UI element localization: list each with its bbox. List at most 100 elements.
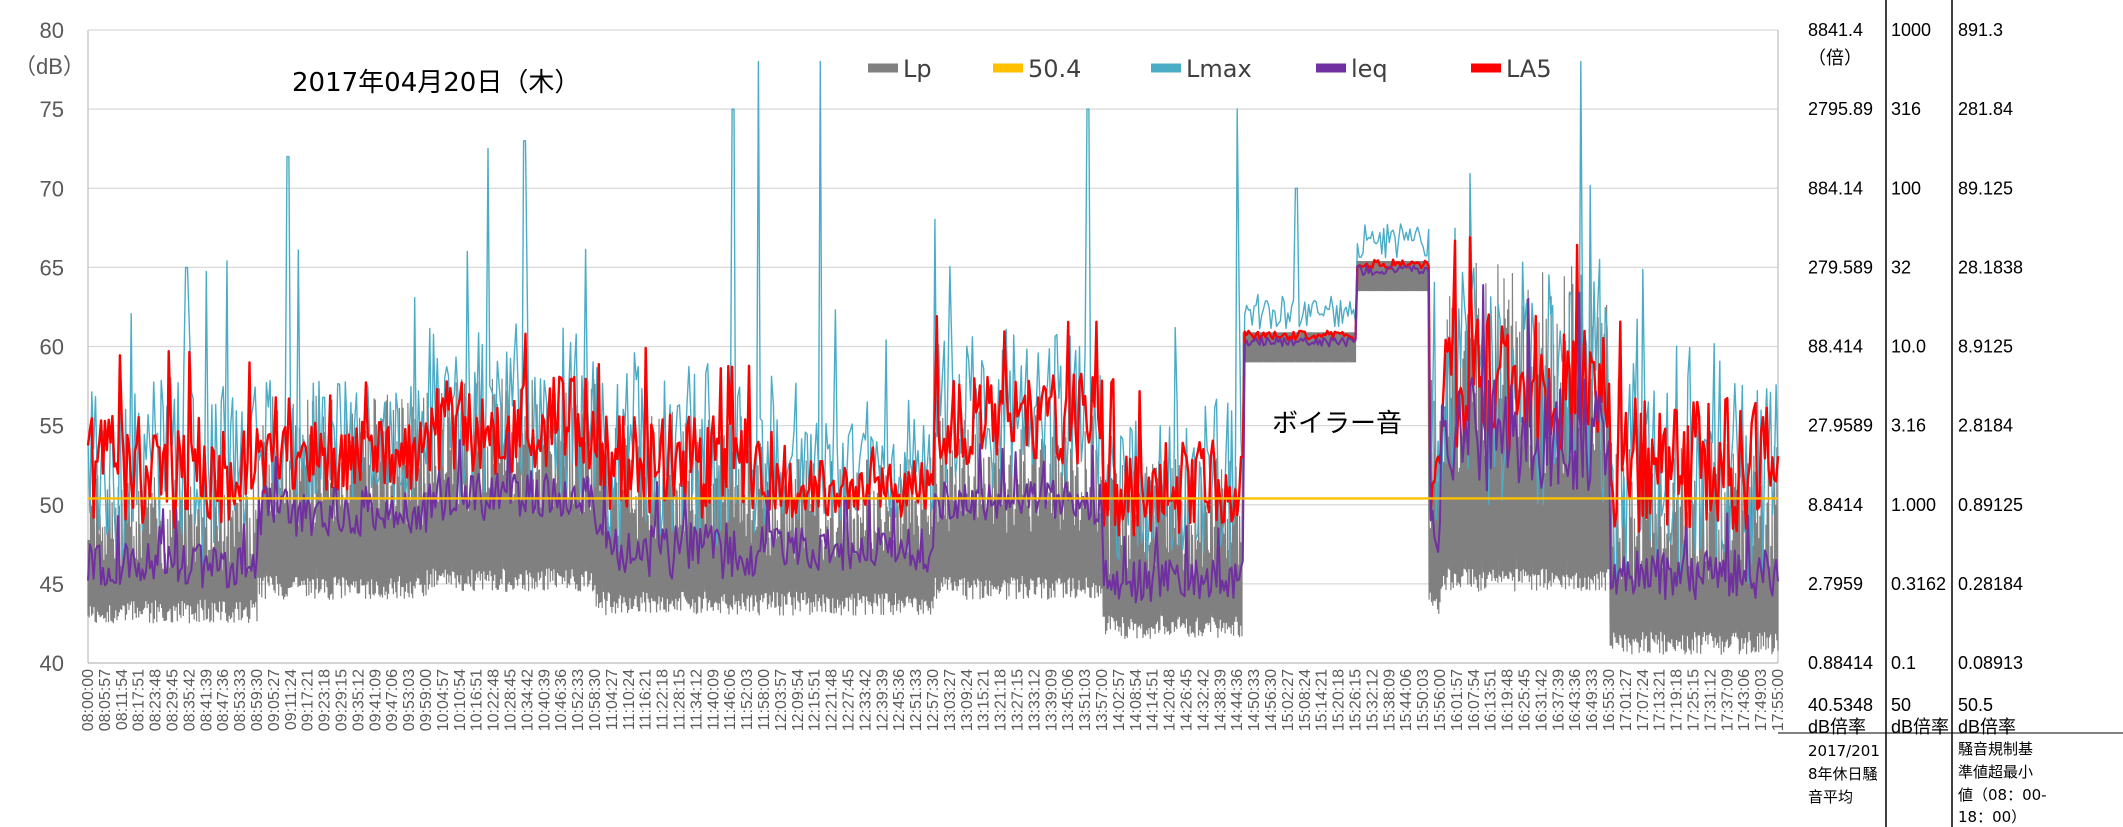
x-tick-label: 08:23:48	[148, 669, 165, 731]
x-tick-label: 16:49:33	[1584, 669, 1601, 731]
x-tick-label: 12:15:51	[807, 669, 824, 731]
x-tick-label: 15:26:15	[1348, 669, 1365, 731]
right-axis-3-label: 0.08913	[1958, 653, 2023, 673]
x-tick-label: 16:07:54	[1466, 669, 1483, 731]
x-tick-label: 14:50:33	[1246, 669, 1263, 731]
x-tick-label: 09:59:00	[418, 669, 435, 731]
x-tick-label: 10:46:36	[553, 669, 570, 731]
x-tick-label: 12:51:33	[908, 669, 925, 731]
x-tick-label: 17:19:18	[1669, 669, 1686, 731]
right-axis-1-label: 8841.4	[1808, 20, 1863, 40]
right-axis-1-footer-unit: dB倍率	[1808, 717, 1866, 737]
x-tick-label: 12:09:54	[790, 669, 807, 731]
right-axis-2-label: 0.1	[1891, 653, 1916, 673]
x-tick-label: 11:40:09	[705, 669, 722, 730]
right-axis-1-note-1: 2017/201	[1808, 742, 1880, 760]
x-tick-label: 17:55:00	[1770, 669, 1787, 731]
right-axis-1-label: 884.14	[1808, 178, 1863, 198]
legend-label-leq: leq	[1351, 55, 1388, 83]
x-tick-label: 08:11:54	[114, 669, 131, 730]
legend-label-LA5: LA5	[1506, 55, 1552, 83]
x-tick-label: 08:53:33	[232, 669, 249, 731]
right-axis-2-footer-unit: dB倍率	[1891, 717, 1949, 737]
legend-label-Lp: Lp	[903, 55, 932, 83]
series-LA5-line	[86, 236, 1780, 537]
y-tick-label: 40	[40, 651, 64, 676]
x-tick-label: 16:01:57	[1449, 669, 1466, 731]
right-axis-3-footer-value: 50.5	[1958, 695, 1993, 715]
x-tick-label: 08:47:36	[215, 669, 232, 731]
right-axis-3-label: 8.9125	[1958, 337, 2013, 357]
x-tick-label: 17:37:09	[1719, 669, 1736, 731]
x-tick-label: 13:27:15	[1010, 669, 1027, 731]
x-tick-label: 10:34:42	[519, 669, 536, 731]
right-axis-1-label: 279.589	[1808, 257, 1873, 277]
right-axis-1-label: 88.414	[1808, 337, 1863, 357]
x-tick-label: 11:52:03	[739, 669, 756, 730]
right-axis-1-label: 2.7959	[1808, 574, 1863, 594]
x-tick-label: 13:15:21	[976, 669, 993, 731]
x-tick-label: 12:03:57	[773, 669, 790, 731]
right-axes: 8841.4 2795.89 884.14 279.589 88.414 27.9589 8…	[1808, 20, 2023, 673]
right-axis-2-footer-value: 50	[1891, 695, 1911, 715]
x-tick-label: 11:58:00	[756, 669, 773, 730]
x-tick-label: 10:04:57	[435, 669, 452, 731]
right-axis-1-label: 2795.89	[1808, 99, 1873, 119]
x-tick-label: 11:10:24	[621, 669, 638, 730]
x-tick-label: 12:27:45	[841, 669, 858, 731]
right-axis-1-unit: （倍）	[1808, 48, 1862, 68]
right-axis-1-note-3: 音平均	[1808, 788, 1853, 806]
right-axis-3-label: 891.3	[1958, 20, 2003, 40]
x-tick-label: 14:08:54	[1128, 669, 1145, 731]
x-tick-label: 16:43:36	[1567, 669, 1584, 731]
x-axis-tick-labels: 08:00:00 08:05:57 08:11:54 08:17:51 08:23:48…	[80, 669, 1787, 731]
right-axis-2-label: 32	[1891, 257, 1911, 277]
right-axis-1-note-2: 8年休日騒	[1808, 765, 1878, 783]
x-tick-label: 14:38:39	[1212, 669, 1229, 731]
x-tick-label: 17:07:24	[1635, 669, 1652, 731]
x-tick-label: 17:01:27	[1618, 669, 1635, 731]
x-tick-label: 10:40:39	[536, 669, 553, 731]
x-tick-label: 13:57:00	[1094, 669, 1111, 731]
right-axis-1-label: 8.8414	[1808, 495, 1863, 515]
right-axis-2-label: 100	[1891, 178, 1921, 198]
x-tick-label: 14:20:48	[1162, 669, 1179, 731]
x-tick-label: 17:43:06	[1736, 669, 1753, 731]
right-axis-3-note-1: 騒音規制基	[1958, 740, 2033, 758]
x-tick-label: 16:31:42	[1533, 669, 1550, 731]
x-tick-label: 17:49:03	[1753, 669, 1770, 731]
y-tick-label: 75	[40, 97, 64, 122]
right-axis-3-label: 28.1838	[1958, 257, 2023, 277]
x-tick-label: 09:23:18	[317, 669, 334, 731]
x-tick-label: 15:38:09	[1381, 669, 1398, 731]
x-tick-label: 12:21:48	[824, 669, 841, 731]
legend-label-Lmax: Lmax	[1186, 55, 1252, 83]
right-axis-3-note-3: 値（08：00-	[1958, 786, 2047, 804]
x-tick-label: 12:33:42	[857, 669, 874, 731]
right-axis-2-label: 3.16	[1891, 416, 1926, 436]
x-tick-label: 14:44:36	[1229, 669, 1246, 731]
x-tick-label: 11:34:12	[688, 669, 705, 730]
x-tick-label: 14:56:30	[1263, 669, 1280, 731]
y-tick-label: 50	[40, 493, 64, 518]
right-axis-3-note-4: 18：00）	[1958, 808, 2026, 826]
x-tick-label: 16:37:39	[1550, 669, 1567, 731]
right-axis-2-label: 316	[1891, 99, 1921, 119]
x-tick-label: 16:55:30	[1601, 669, 1618, 731]
series-leq-line	[87, 264, 1779, 604]
x-tick-label: 14:26:45	[1179, 669, 1196, 731]
x-tick-label: 17:13:21	[1652, 669, 1669, 731]
x-tick-label: 08:17:51	[131, 669, 148, 731]
x-tick-label: 10:52:33	[570, 669, 587, 731]
x-tick-label: 15:32:12	[1364, 669, 1381, 731]
x-tick-label: 12:57:30	[925, 669, 942, 731]
right-axis-3-label: 0.89125	[1958, 495, 2023, 515]
x-tick-label: 15:02:27	[1280, 669, 1297, 731]
x-tick-label: 08:41:39	[198, 669, 215, 731]
x-tick-label: 16:13:51	[1483, 669, 1500, 731]
x-tick-label: 09:41:09	[367, 669, 384, 731]
x-tick-label: 11:04:27	[604, 669, 621, 730]
right-axis-3-note-2: 準値超最小	[1958, 763, 2033, 781]
x-tick-label: 15:50:03	[1415, 669, 1432, 731]
